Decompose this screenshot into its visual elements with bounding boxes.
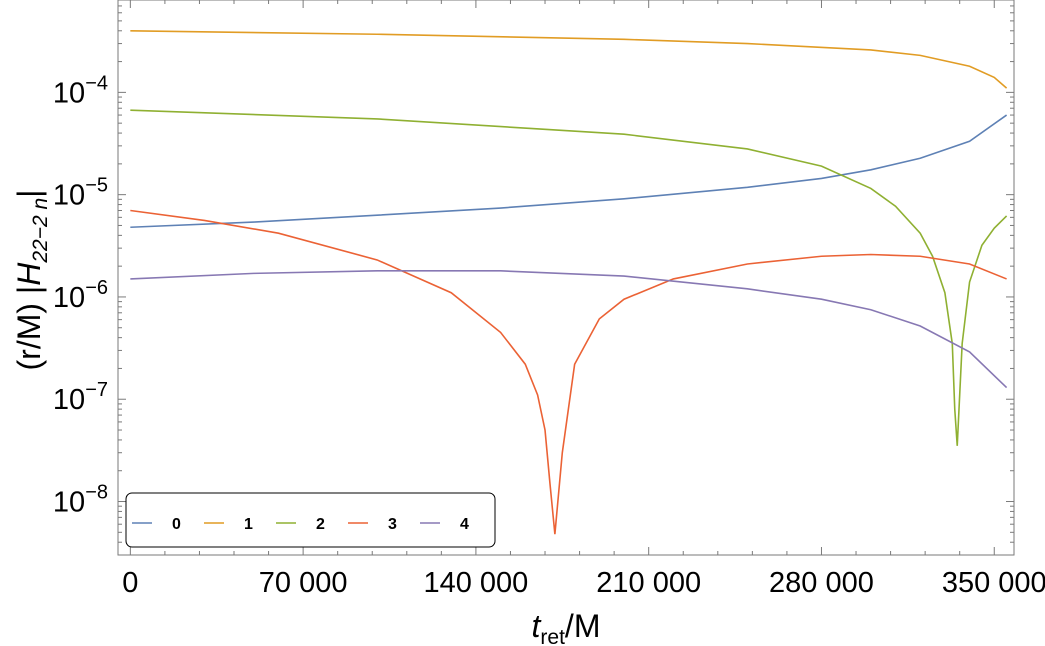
series-line-3 <box>130 209 1007 535</box>
y-axis-title-suffix: | <box>11 190 47 198</box>
series-line-4 <box>130 270 1008 389</box>
x-tick-label: 0 <box>122 567 138 599</box>
legend-box <box>125 492 496 548</box>
y-axis: 10−8 10−7 10−6 10−5 10−4 <box>53 0 1014 556</box>
legend-label-0: 0 <box>172 516 181 533</box>
legend: 0 1 2 3 4 <box>125 492 496 548</box>
x-tick-label: 140 000 <box>423 567 528 599</box>
y-axis-title-main: H <box>11 262 47 286</box>
y-axis-title-sub: 22−2 n <box>29 198 52 264</box>
series-line-2 <box>130 109 1008 446</box>
x-tick-label: 350 000 <box>942 567 1045 599</box>
x-axis-title: tret/M <box>532 608 601 646</box>
legend-label-3: 3 <box>388 516 397 533</box>
x-axis: 0 70 000 140 000 210 000 280 000 350 000 <box>122 0 1045 599</box>
y-axis-title-prefix: (r/M) | <box>11 286 47 371</box>
series-line-1 <box>130 29 1008 89</box>
y-tick-label: 10−8 <box>53 482 108 519</box>
y-axis-title: (r/M) |H22−2 n| <box>11 190 52 371</box>
series-layer <box>130 29 1008 535</box>
plot-frame <box>117 0 1015 556</box>
x-axis-title-rest: /M <box>565 608 601 644</box>
x-tick-label: 70 000 <box>259 567 348 599</box>
y-tick-label: 10−7 <box>53 379 108 416</box>
y-tick-label: 10−4 <box>53 72 108 109</box>
x-axis-title-main: t <box>532 608 542 644</box>
legend-label-2: 2 <box>316 516 325 533</box>
y-tick-label: 10−6 <box>53 277 108 314</box>
y-tick-label: 10−5 <box>53 175 108 212</box>
x-axis-title-sub: ret <box>540 626 565 646</box>
legend-label-4: 4 <box>460 516 469 533</box>
x-tick-label: 280 000 <box>769 567 874 599</box>
series-line-0 <box>130 114 1008 229</box>
legend-label-1: 1 <box>244 516 253 533</box>
x-tick-label: 210 000 <box>596 567 701 599</box>
